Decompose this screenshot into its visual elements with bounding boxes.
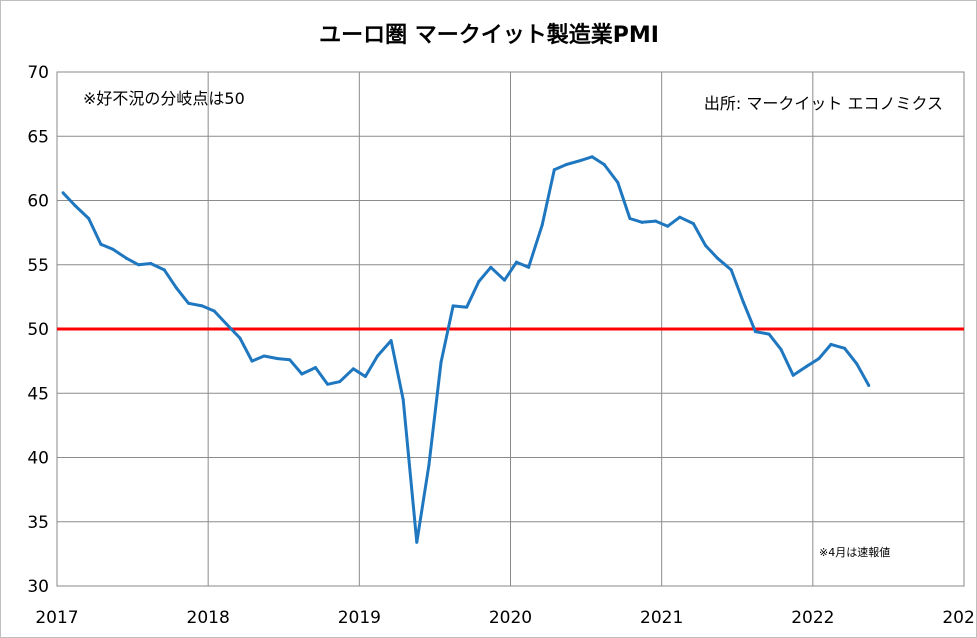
x-tick-label: 2021 bbox=[640, 608, 683, 628]
data-point bbox=[238, 336, 242, 340]
data-point bbox=[288, 358, 292, 362]
data-point bbox=[843, 346, 847, 350]
data-point bbox=[805, 364, 809, 368]
data-point bbox=[704, 243, 708, 247]
chart-title: ユーロ圏 マークイット製造業PMI bbox=[319, 22, 659, 48]
data-point bbox=[262, 354, 266, 358]
data-point bbox=[666, 224, 670, 228]
data-point bbox=[465, 305, 469, 309]
data-point bbox=[716, 256, 720, 260]
y-tick-label: 50 bbox=[27, 320, 49, 340]
x-tick-label: 2019 bbox=[338, 608, 381, 628]
data-point bbox=[250, 359, 254, 363]
data-point bbox=[451, 304, 455, 308]
y-tick-label: 45 bbox=[27, 384, 49, 404]
data-point bbox=[753, 330, 757, 334]
data-point bbox=[527, 265, 531, 269]
data-point bbox=[817, 357, 821, 361]
x-tick-label: 2023 bbox=[942, 608, 976, 628]
data-point bbox=[224, 322, 228, 326]
data-point bbox=[678, 215, 682, 219]
data-point bbox=[326, 382, 330, 386]
series-line bbox=[61, 155, 871, 544]
source-note: 出所: マークイット エコノミクス bbox=[704, 94, 943, 113]
data-point bbox=[174, 286, 178, 290]
data-point bbox=[640, 220, 644, 224]
axis-labels: 30 35 40 45 50 55 60 65 70 2017 2018 2019 2020 2021 20… bbox=[27, 63, 976, 628]
data-point bbox=[313, 366, 317, 370]
data-point bbox=[125, 256, 129, 260]
data-point bbox=[99, 242, 103, 246]
y-tick-label: 35 bbox=[27, 513, 49, 533]
data-point bbox=[489, 265, 493, 269]
data-point bbox=[187, 301, 191, 305]
data-point bbox=[338, 380, 342, 384]
data-point bbox=[654, 219, 658, 223]
data-point bbox=[200, 304, 204, 308]
data-point bbox=[502, 278, 506, 282]
data-point bbox=[212, 309, 216, 313]
threshold-note: ※好不況の分岐点は50 bbox=[83, 89, 245, 108]
data-point bbox=[389, 339, 393, 343]
data-point bbox=[590, 155, 594, 159]
data-point bbox=[351, 367, 355, 371]
x-tick-label: 2017 bbox=[35, 608, 78, 628]
data-point bbox=[791, 373, 795, 377]
data-point bbox=[375, 354, 379, 358]
data-point bbox=[111, 247, 115, 251]
data-point bbox=[363, 375, 367, 379]
y-tick-label: 30 bbox=[27, 577, 49, 597]
data-point bbox=[867, 384, 871, 388]
data-point bbox=[829, 342, 833, 346]
data-point bbox=[729, 268, 733, 272]
data-point bbox=[300, 372, 304, 376]
data-point bbox=[578, 159, 582, 163]
data-point bbox=[855, 362, 859, 366]
data-point bbox=[616, 181, 620, 185]
x-tick-label: 2018 bbox=[187, 608, 230, 628]
data-point bbox=[779, 348, 783, 352]
data-point bbox=[439, 360, 443, 364]
data-point bbox=[401, 398, 405, 402]
x-tick-label: 2022 bbox=[791, 608, 834, 628]
data-point bbox=[415, 540, 419, 544]
data-point bbox=[741, 300, 745, 304]
data-point bbox=[427, 463, 431, 467]
data-points bbox=[61, 155, 871, 544]
data-point bbox=[602, 163, 606, 167]
data-point bbox=[540, 223, 544, 227]
y-tick-label: 40 bbox=[27, 449, 49, 469]
data-point bbox=[276, 357, 280, 361]
y-tick-label: 70 bbox=[27, 63, 49, 83]
data-point bbox=[137, 263, 141, 267]
data-point bbox=[564, 163, 568, 167]
data-point bbox=[628, 216, 632, 220]
y-tick-label: 60 bbox=[27, 192, 49, 212]
data-point bbox=[767, 332, 771, 336]
y-tick-label: 55 bbox=[27, 256, 49, 276]
y-tick-label: 65 bbox=[27, 127, 49, 147]
data-point bbox=[73, 204, 77, 208]
x-tick-label: 2020 bbox=[489, 608, 532, 628]
data-point bbox=[552, 168, 556, 172]
data-point bbox=[61, 191, 65, 195]
data-point bbox=[691, 222, 695, 226]
data-point bbox=[477, 279, 481, 283]
data-point bbox=[149, 261, 153, 265]
data-point bbox=[87, 216, 91, 220]
data-point bbox=[162, 268, 166, 272]
data-point bbox=[515, 260, 519, 264]
preliminary-note: ※4月は速報値 bbox=[819, 546, 890, 559]
